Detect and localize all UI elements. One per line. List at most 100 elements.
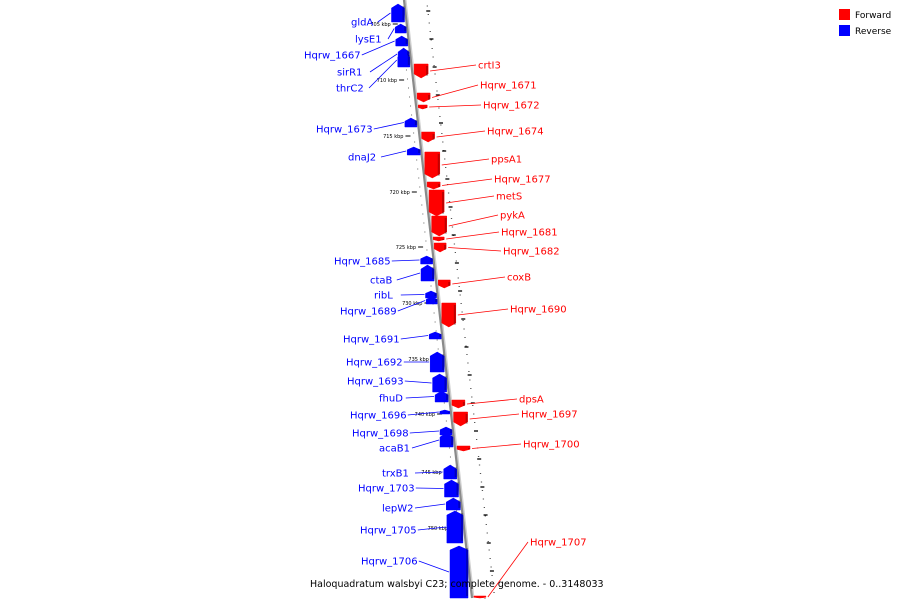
gene-label-text[interactable]: fhuD (379, 394, 403, 405)
gene-label-text[interactable]: Hqrw_1673 (316, 125, 373, 136)
gene-glda[interactable] (391, 3, 405, 23)
gene-label-text[interactable]: acaB1 (379, 444, 410, 455)
gene-arrow-hqrw-1697[interactable] (453, 411, 468, 427)
gene-label-hqrw-1674[interactable]: Hqrw_1674 (436, 127, 544, 138)
gene-label-trxb1[interactable]: trxB1 (382, 469, 443, 480)
gene-label-hqrw-1673[interactable]: Hqrw_1673 (316, 122, 405, 136)
gene-trxb1[interactable] (443, 464, 457, 480)
gene-label-text[interactable]: Hqrw_1696 (350, 411, 407, 422)
gene-hqrw-1674[interactable] (421, 131, 435, 143)
gene-ppsa1[interactable] (424, 151, 441, 179)
gene-hqrw-1667[interactable] (395, 35, 408, 47)
gene-label-glda[interactable]: gldA (351, 12, 391, 29)
gene-label-hqrw-1685[interactable]: Hqrw_1685 (334, 257, 420, 268)
gene-arrow-ppsa1[interactable] (424, 151, 441, 179)
gene-hqrw-1692[interactable] (429, 351, 445, 373)
gene-label-dpsa[interactable]: dpsA (466, 395, 544, 406)
gene-ctab[interactable] (420, 264, 435, 282)
gene-hqrw-1700[interactable] (456, 445, 471, 452)
gene-label-text[interactable]: thrC2 (336, 84, 364, 95)
gene-label-text[interactable]: Hqrw_1682 (503, 247, 560, 258)
gene-thrc2[interactable] (397, 52, 411, 68)
gene-label-hqrw-1667[interactable]: Hqrw_1667 (304, 40, 395, 62)
gene-label-lyse1[interactable]: lysE1 (355, 28, 395, 46)
gene-arrow-hqrw-1691[interactable] (428, 331, 442, 340)
gene-hqrw-1677[interactable] (426, 181, 441, 190)
gene-label-text[interactable]: Hqrw_1681 (501, 228, 558, 239)
gene-label-acab1[interactable]: acaB1 (379, 439, 440, 455)
gene-label-text[interactable]: Hqrw_1703 (358, 484, 415, 495)
gene-arrow-lepw2[interactable] (446, 497, 461, 511)
gene-lepw2[interactable] (446, 497, 461, 511)
gene-arrow-fhud[interactable] (434, 390, 449, 403)
gene-label-text[interactable]: dnaJ2 (348, 153, 376, 164)
gene-arrow-hqrw-1677[interactable] (426, 181, 441, 190)
gene-label-text[interactable]: Hqrw_1700 (523, 440, 580, 451)
gene-arrow-acab1[interactable] (439, 432, 454, 448)
gene-label-text[interactable]: Hqrw_1698 (352, 429, 409, 440)
gene-label-fhud[interactable]: fhuD (379, 394, 435, 405)
gene-label-text[interactable]: Hqrw_1692 (346, 358, 403, 369)
gene-arrow-hqrw-1706[interactable] (449, 545, 469, 599)
gene-arrow-hqrw-1671[interactable] (416, 92, 431, 103)
gene-label-hqrw-1672[interactable]: Hqrw_1672 (429, 101, 540, 112)
gene-label-text[interactable]: Hqrw_1689 (340, 307, 397, 318)
gene-label-hqrw-1681[interactable]: Hqrw_1681 (446, 228, 558, 240)
gene-label-text[interactable]: metS (496, 192, 522, 203)
gene-arrow-ctab[interactable] (420, 264, 435, 282)
gene-dpsa[interactable] (451, 399, 466, 409)
gene-arrow-hqrw-1689[interactable] (425, 296, 438, 305)
gene-label-ribl[interactable]: ribL (374, 291, 425, 302)
gene-label-hqrw-1703[interactable]: Hqrw_1703 (358, 484, 444, 495)
gene-label-ctab[interactable]: ctaB (370, 272, 421, 287)
gene-label-hqrw-1700[interactable]: Hqrw_1700 (471, 440, 580, 451)
gene-arrow-hqrw-1693[interactable] (432, 373, 447, 393)
gene-arrow-glda[interactable] (391, 3, 405, 23)
gene-label-text[interactable]: Hqrw_1671 (480, 81, 537, 92)
gene-label-text[interactable]: ppsA1 (491, 155, 522, 166)
gene-hqrw-1697[interactable] (453, 411, 468, 427)
gene-arrow-hqrw-1703[interactable] (444, 479, 459, 498)
gene-coxb[interactable] (438, 279, 451, 289)
gene-hqrw-1685[interactable] (420, 255, 433, 265)
gene-crti3[interactable] (413, 63, 429, 79)
gene-label-crti3[interactable]: crtI3 (430, 61, 501, 72)
gene-label-hqrw-1706[interactable]: Hqrw_1706 (361, 557, 450, 573)
gene-label-coxb[interactable]: coxB (452, 273, 531, 285)
gene-arrow-hqrw-1673[interactable] (404, 117, 418, 128)
gene-dnaj2[interactable] (406, 146, 421, 156)
gene-arrow-hqrw-1696[interactable] (439, 409, 451, 415)
gene-label-text[interactable]: lysE1 (355, 35, 382, 46)
gene-label-text[interactable]: Hqrw_1685 (334, 257, 391, 268)
gene-hqrw-1682[interactable] (433, 242, 447, 253)
gene-arrow-hqrw-1667[interactable] (395, 35, 408, 47)
gene-label-text[interactable]: Hqrw_1677 (494, 175, 551, 186)
gene-arrow-hqrw-1698[interactable] (439, 426, 453, 436)
gene-label-text[interactable]: Hqrw_1706 (361, 557, 418, 568)
gene-label-hqrw-1690[interactable]: Hqrw_1690 (457, 305, 567, 316)
gene-arrow-hqrw-1681[interactable] (432, 236, 445, 242)
gene-label-hqrw-1682[interactable]: Hqrw_1682 (448, 247, 560, 258)
gene-label-text[interactable]: gldA (351, 18, 373, 29)
gene-hqrw-1703[interactable] (444, 479, 459, 498)
gene-arrow-hqrw-1707[interactable] (473, 595, 487, 599)
gene-label-hqrw-1707[interactable]: Hqrw_1707 (487, 538, 587, 598)
gene-arrow-lyse1[interactable] (394, 23, 407, 34)
gene-label-mets[interactable]: metS (446, 192, 522, 204)
gene-label-hqrw-1689[interactable]: Hqrw_1689 (340, 300, 426, 318)
gene-arrow-pyka[interactable] (431, 215, 447, 237)
gene-label-pyka[interactable]: pykA (448, 211, 525, 227)
gene-label-text[interactable]: pykA (500, 211, 525, 222)
gene-label-text[interactable]: Hqrw_1691 (343, 335, 400, 346)
gene-label-text[interactable]: Hqrw_1690 (510, 305, 567, 316)
gene-hqrw-1696[interactable] (439, 409, 451, 415)
gene-label-sirr1[interactable]: sirR1 (337, 53, 398, 79)
gene-arrow-hqrw-1685[interactable] (420, 255, 433, 265)
gene-hqrw-1691[interactable] (428, 331, 442, 340)
gene-label-hqrw-1697[interactable]: Hqrw_1697 (469, 410, 578, 421)
gene-arrow-mets[interactable] (428, 189, 445, 217)
gene-label-lepw2[interactable]: lepW2 (382, 504, 446, 515)
gene-label-text[interactable]: Hqrw_1672 (483, 101, 540, 112)
gene-arrow-hqrw-1682[interactable] (433, 242, 447, 253)
gene-arrow-hqrw-1672[interactable] (417, 104, 428, 110)
